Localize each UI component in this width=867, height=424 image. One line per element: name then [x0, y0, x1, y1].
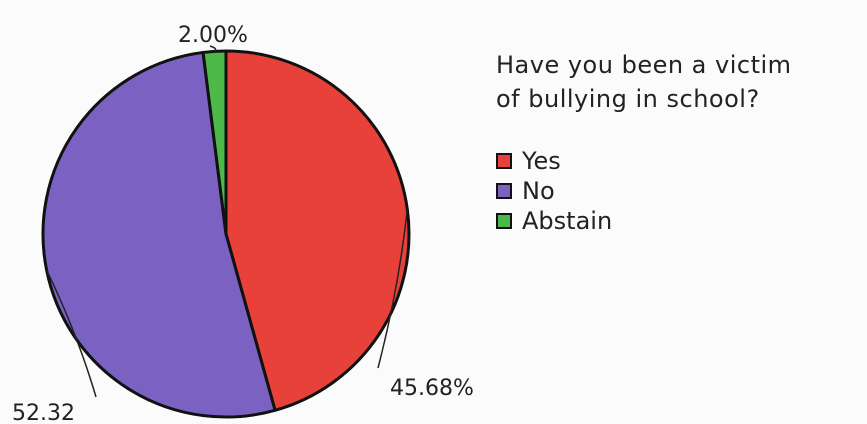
legend-swatch-yes — [496, 153, 512, 169]
leader-line-yes — [377, 209, 409, 369]
legend-item-no: No — [496, 176, 612, 206]
leader-line-no — [45, 269, 97, 398]
pie-data-labels: 45.68% 52.32 2.00% — [12, 23, 474, 424]
data-label-no: 52.32 — [12, 401, 75, 424]
legend-label-abstain: Abstain — [522, 207, 613, 235]
data-label-abstain: 2.00% — [178, 23, 248, 48]
legend-item-yes: Yes — [496, 146, 612, 176]
pie-slice-abstain — [201, 49, 228, 236]
chart-legend: Yes No Abstain — [496, 146, 612, 236]
legend-item-abstain: Abstain — [496, 206, 612, 236]
legend-swatch-no — [496, 183, 512, 199]
legend-swatch-abstain — [496, 213, 512, 229]
data-label-yes: 45.68% — [390, 376, 474, 401]
chart-title: Have you been a victim of bullying in sc… — [496, 48, 866, 116]
chart-title-line-1: Have you been a victim — [496, 51, 792, 79]
legend-label-no: No — [522, 177, 555, 205]
legend-label-yes: Yes — [522, 147, 561, 175]
chart-title-line-2: of bullying in school? — [496, 85, 760, 113]
leader-line-abstain — [209, 45, 217, 52]
pie-slices — [41, 49, 411, 419]
